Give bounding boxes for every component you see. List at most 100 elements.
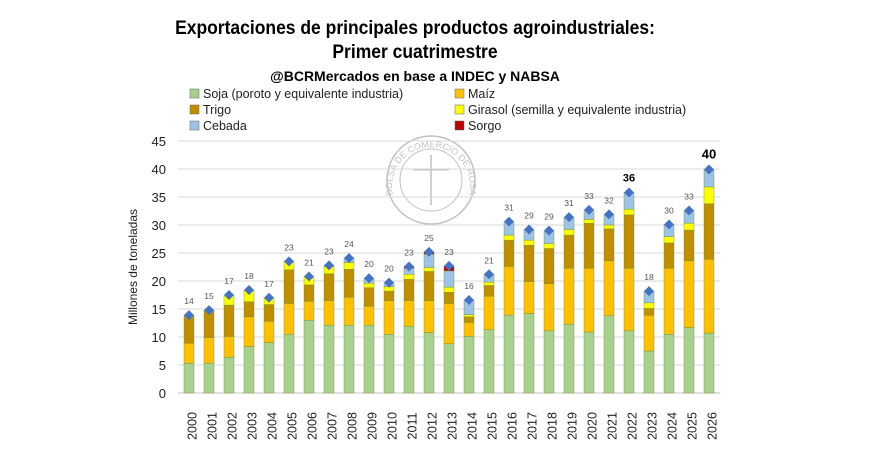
- total-marker: [244, 284, 254, 295]
- legend-swatch: [454, 88, 465, 99]
- bar-segment: [503, 266, 515, 316]
- total-marker: [184, 310, 194, 321]
- total-label: 31: [564, 198, 574, 208]
- bar-segment: [603, 260, 615, 316]
- bar-segment: [443, 270, 455, 288]
- bar-segment: [323, 325, 335, 394]
- total-label: 33: [584, 191, 594, 201]
- bar-segment: [483, 295, 495, 330]
- bar-segment: [423, 271, 435, 301]
- bar-segment: [323, 300, 335, 326]
- bar-segment: [363, 306, 375, 326]
- total-label: 23: [324, 246, 334, 256]
- bar-segment: [223, 336, 235, 358]
- total-label: 23: [444, 247, 454, 257]
- total-marker: [584, 204, 594, 215]
- bar-segment: [243, 316, 255, 347]
- total-label: 24: [344, 239, 354, 249]
- bar-segment: [203, 363, 215, 394]
- legend-swatch: [189, 88, 200, 99]
- bar-segment: [683, 229, 695, 262]
- total-marker: [524, 224, 534, 235]
- total-label: 16: [464, 281, 474, 291]
- total-marker: [704, 164, 714, 175]
- legend-label: Girasol (semilla y equivalente industria…: [468, 103, 686, 117]
- bar-segment: [563, 323, 575, 394]
- bar-segment: [583, 331, 595, 394]
- x-tick-label: 2024: [665, 412, 679, 440]
- bar-segment: [423, 300, 435, 333]
- total-marker: [264, 292, 274, 303]
- total-label: 36: [623, 173, 635, 185]
- bar-segment: [383, 300, 395, 335]
- legend-label: Sorgo: [468, 119, 501, 133]
- x-tick-label: 2021: [605, 412, 619, 440]
- bar-segment: [383, 290, 395, 301]
- total-label: 20: [364, 259, 374, 269]
- legend-label: Maíz: [468, 87, 495, 101]
- y-tick-label: 10: [152, 330, 166, 345]
- legend-label: Soja (poroto y equivalente industria): [203, 87, 403, 101]
- bar-segment: [623, 214, 635, 269]
- total-label: 40: [702, 147, 716, 162]
- bar-segment: [283, 269, 295, 304]
- x-tick-label: 2009: [365, 412, 379, 440]
- total-marker: [504, 216, 514, 227]
- x-tick-label: 2002: [225, 412, 239, 440]
- total-marker: [224, 290, 234, 300]
- bar-segment: [663, 334, 675, 394]
- bar-segment: [443, 303, 455, 344]
- total-marker: [364, 273, 374, 284]
- bar-segment: [663, 236, 675, 244]
- bar-segment: [543, 330, 555, 394]
- x-tick-label: 2008: [345, 412, 359, 440]
- bar-segment: [643, 302, 655, 309]
- chart-title: Exportaciones de principales productos a…: [175, 18, 655, 39]
- bar-segment: [623, 330, 635, 394]
- total-marker: [404, 261, 414, 272]
- bar-segment: [183, 363, 195, 394]
- total-label: 23: [284, 242, 294, 252]
- bar-segment: [683, 260, 695, 328]
- bar-segment: [483, 281, 495, 286]
- bar-segment: [543, 283, 555, 332]
- x-tick-label: 2005: [285, 412, 299, 440]
- bar-segment: [583, 223, 595, 269]
- bar-segment: [403, 326, 415, 394]
- x-tick-label: 2019: [565, 412, 579, 440]
- bar-segment: [523, 239, 535, 246]
- total-label: 18: [644, 272, 654, 282]
- bar-segment: [463, 336, 475, 394]
- total-marker: [284, 256, 294, 267]
- bar-segment: [643, 314, 655, 352]
- bar-segment: [643, 350, 655, 394]
- y-tick-label: 45: [152, 134, 166, 149]
- total-marker: [684, 205, 694, 216]
- bar-segment: [343, 262, 355, 270]
- bar-segment: [303, 300, 315, 321]
- x-tick-label: 2026: [705, 412, 719, 440]
- legend-label: Cebada: [203, 119, 247, 133]
- bar-segment: [263, 342, 275, 394]
- total-label: 20: [384, 264, 394, 274]
- total-label: 25: [424, 233, 434, 243]
- y-axis-label: Millones de toneladas: [126, 209, 140, 325]
- total-label: 23: [404, 247, 414, 257]
- total-label: 21: [304, 258, 314, 268]
- bar-segment: [683, 223, 695, 231]
- total-label: 32: [604, 195, 614, 205]
- bar-segment: [523, 281, 535, 314]
- x-tick-label: 2020: [585, 412, 599, 440]
- total-marker: [484, 269, 494, 280]
- bar-segment: [503, 314, 515, 394]
- bar-segment: [663, 242, 675, 269]
- bar-segment: [203, 337, 215, 364]
- legend-swatch: [454, 104, 465, 115]
- x-tick-label: 2017: [525, 412, 539, 440]
- bar-segment: [283, 334, 295, 394]
- bar-segment: [363, 287, 375, 307]
- bar-segment: [643, 308, 655, 316]
- bar-segment: [703, 203, 715, 260]
- bar-segment: [603, 315, 615, 394]
- bar-segment: [443, 286, 455, 293]
